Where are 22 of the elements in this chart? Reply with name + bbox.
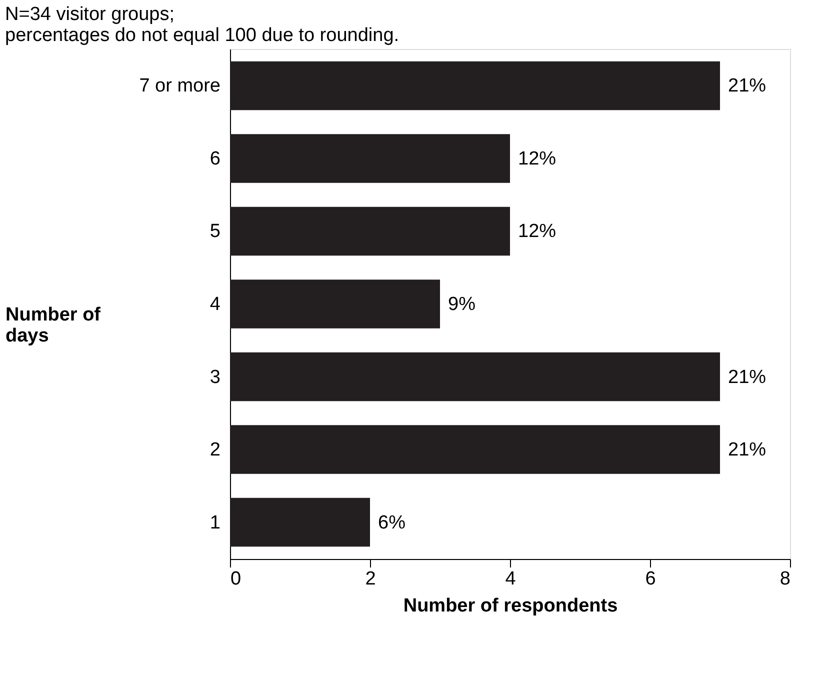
chart-subtitle: N=34 visitor groups; percentages do not equal 100 due to rounding.: [5, 4, 400, 46]
y-tick-label: 5: [210, 221, 220, 242]
y-tick-label: 1: [210, 512, 220, 534]
y-axis-title: Number of days: [6, 304, 102, 346]
annotation: 6%: [378, 512, 406, 534]
x-tick-label: 6: [645, 568, 656, 590]
y-tick-label: 2: [210, 440, 220, 461]
annotation: 12%: [518, 221, 556, 242]
annotation: 21%: [728, 366, 766, 388]
annotation: 12%: [518, 148, 556, 170]
x-tick-label: 2: [365, 568, 376, 590]
y-tick-label: 6: [210, 148, 220, 170]
y-tick-label: 3: [210, 366, 220, 388]
y-tick-label: 7 or more: [139, 76, 220, 97]
annotation: 21%: [728, 440, 766, 461]
x-tick-label: 8: [780, 568, 790, 590]
annotation: 9%: [448, 294, 476, 315]
x-tick-label: 4: [505, 568, 516, 590]
annotation: 21%: [728, 76, 766, 97]
y-tick-label: 4: [210, 294, 221, 315]
x-tick-label: 0: [230, 568, 242, 590]
x-axis-title: Number of respondents: [403, 596, 618, 616]
